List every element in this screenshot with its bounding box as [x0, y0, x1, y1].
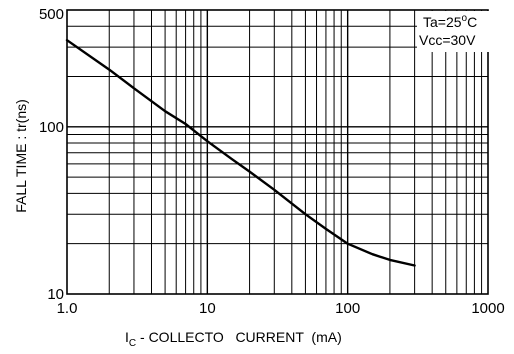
grid [67, 10, 488, 294]
legend-background [417, 11, 491, 52]
x-tick-label: 1000 [471, 300, 504, 317]
x-axis-label-prefix: I [125, 329, 129, 345]
legend-line-1-prefix: Ta=25 [423, 14, 462, 30]
x-axis-label-subscript: C [129, 338, 136, 349]
legend-box: Ta=25oC Vcc=30V [417, 11, 491, 52]
y-axis-label: FALL TIME : tr(ns) [13, 99, 29, 213]
x-tick-label: 100 [335, 300, 360, 317]
legend-line-1: Ta=25oC [423, 13, 477, 30]
y-tick-label: 100 [39, 119, 64, 136]
legend-line-2: Vcc=30V [419, 32, 476, 48]
x-tick-label: 1.0 [57, 300, 78, 317]
legend-line-1-suffix: C [467, 14, 477, 30]
x-tick-label: 10 [199, 300, 216, 317]
y-tick-label: 500 [39, 6, 64, 23]
series-line [65, 39, 416, 267]
x-axis-label: IC - COLLECTO CURRENT (mA) [125, 329, 342, 349]
y-tick-label: 10 [47, 286, 64, 303]
x-axis-label-rest: - COLLECTO CURRENT (mA) [136, 329, 342, 345]
plot-frame [66, 9, 489, 295]
legend-line-1-superscript: o [462, 13, 468, 24]
data-series [65, 39, 416, 267]
